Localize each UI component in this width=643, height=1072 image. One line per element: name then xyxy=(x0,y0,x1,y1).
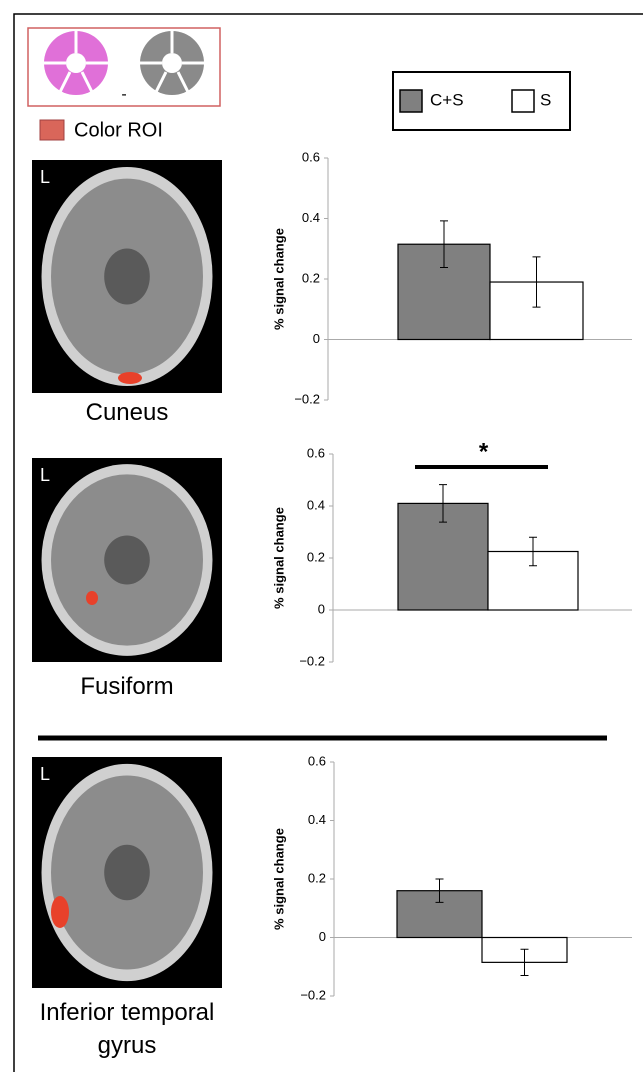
y-tick-label: 0.4 xyxy=(307,497,325,512)
y-axis-label: % signal change xyxy=(271,828,286,930)
chart: - Color ROI C+S S L 0.6 0.4 0.2 0 −0.2 % signal … xyxy=(0,0,643,1072)
roi-legend: Color ROI xyxy=(74,119,163,141)
roi-blob xyxy=(51,896,69,928)
y-tick-label: 0.6 xyxy=(308,753,326,768)
orientation-label: L xyxy=(40,465,50,485)
figure: - Color ROI C+S S L 0.6 0.4 0.2 0 −0.2 % signal … xyxy=(0,0,643,1072)
region-label: Fusiform xyxy=(17,670,237,703)
y-tick-label: 0.2 xyxy=(307,549,325,564)
y-tick-label: −0.2 xyxy=(300,987,326,1002)
legend-label: S xyxy=(540,90,551,109)
brain-center xyxy=(104,249,150,305)
significance-star: * xyxy=(479,438,489,465)
y-axis-label: % signal change xyxy=(271,507,286,609)
brain-center xyxy=(104,536,150,585)
y-tick-label: 0 xyxy=(318,601,325,616)
y-tick-label: 0.2 xyxy=(302,270,320,285)
orientation-label: L xyxy=(40,167,50,187)
legend-swatch xyxy=(512,90,534,112)
y-tick-label: 0.4 xyxy=(302,210,320,225)
region-label: Cuneus xyxy=(17,396,237,429)
y-tick-label: 0.6 xyxy=(302,149,320,164)
roi-blob xyxy=(86,591,98,605)
y-tick-label: −0.2 xyxy=(299,653,325,668)
legend-label: C+S xyxy=(430,90,464,109)
roi-blob xyxy=(118,372,142,384)
brain-center xyxy=(104,845,150,900)
roi-swatch xyxy=(40,120,64,140)
y-tick-label: 0 xyxy=(313,331,320,346)
y-tick-label: −0.2 xyxy=(294,391,320,406)
y-tick-label: 0 xyxy=(319,929,326,944)
stimulus-operator: - xyxy=(121,86,126,103)
y-tick-label: 0.2 xyxy=(308,870,326,885)
legend-swatch xyxy=(400,90,422,112)
y-axis-label: % signal change xyxy=(271,228,286,330)
orientation-label: L xyxy=(40,764,50,784)
color-wheel xyxy=(44,31,108,95)
gray-wheel xyxy=(140,31,204,95)
y-tick-label: 0.4 xyxy=(308,812,326,827)
region-label: Inferior temporal gyrus xyxy=(17,996,237,1062)
y-tick-label: 0.6 xyxy=(307,445,325,460)
